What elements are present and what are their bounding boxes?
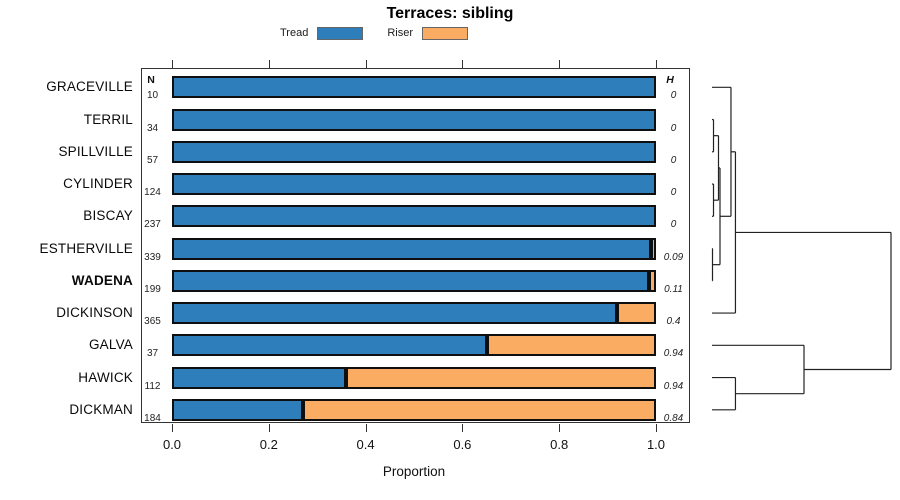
n-column-header: N [147, 74, 155, 86]
h-column-header: H [666, 74, 674, 86]
bar-segment-tread [172, 269, 649, 292]
n-value: 124 [144, 187, 161, 199]
n-value: 237 [144, 219, 161, 231]
bar-segment-riser [346, 366, 656, 389]
bar-segment-riser [649, 269, 656, 292]
h-value: 0 [670, 122, 677, 134]
x-axis-label: Proportion [382, 464, 446, 479]
bar-segment-tread [172, 140, 656, 163]
h-value: 0.11 [664, 283, 683, 295]
legend-label-riser: Riser [387, 27, 413, 39]
axis-tick-label: 1.0 [646, 437, 666, 452]
bar-segment-tread [172, 205, 656, 228]
axis-tick [365, 60, 367, 68]
n-value: 365 [144, 316, 161, 328]
row-label: GALVA [88, 337, 133, 353]
h-value: 0 [670, 219, 677, 231]
bar-segment-riser [651, 237, 656, 260]
axis-tick-label: 0.8 [550, 437, 569, 452]
row-label: WADENA [71, 272, 133, 288]
n-value: 184 [144, 412, 161, 424]
bar-segment-riser [617, 302, 656, 325]
n-value: 37 [146, 348, 159, 360]
axis-tick [559, 424, 561, 432]
n-value: 57 [146, 154, 159, 166]
row-label: DICKINSON [56, 305, 133, 321]
n-value: 112 [144, 380, 161, 392]
row-label: BISCAY [83, 208, 133, 224]
h-value: 0 [670, 90, 677, 102]
n-value: 199 [144, 283, 161, 295]
h-value: 0 [670, 187, 677, 199]
bar-segment-tread [172, 334, 487, 357]
axis-tick [656, 60, 657, 68]
axis-tick [656, 424, 657, 432]
n-value: 10 [146, 90, 159, 102]
legend-label-tread: Tread [280, 27, 309, 39]
axis-tick [172, 60, 173, 68]
axis-tick-label: 0.2 [259, 437, 278, 452]
chart-title: Terraces: sibling [386, 5, 514, 22]
bar-segment-tread [172, 173, 656, 196]
h-value: 0.94 [663, 380, 684, 392]
row-label: CYLINDER [63, 176, 133, 192]
bar-segment-tread [172, 366, 346, 389]
row-label: HAWICK [78, 369, 133, 385]
axis-tick [268, 424, 270, 432]
h-value: 0.84 [663, 412, 684, 424]
bar-segment-tread [172, 76, 656, 99]
n-value: 34 [146, 122, 159, 134]
legend-swatch-tread [317, 26, 364, 40]
h-value: 0 [670, 154, 677, 166]
bar-segment-tread [172, 302, 617, 325]
legend: Tread Riser [280, 26, 468, 40]
row-label: DICKMAN [69, 401, 133, 417]
axis-tick [172, 424, 173, 432]
plot-frame [141, 68, 690, 423]
axis-tick [365, 424, 367, 432]
axis-tick-label: 0.4 [356, 437, 375, 452]
row-label: SPILLVILLE [58, 143, 133, 159]
axis-tick-label: 0.6 [453, 437, 472, 452]
h-value: 0.94 [663, 348, 684, 360]
axis-tick [559, 60, 561, 68]
n-value: 339 [144, 251, 161, 263]
axis-tick [462, 60, 464, 68]
legend-swatch-riser [422, 26, 468, 40]
axis-tick [462, 424, 464, 432]
row-label: GRACEVILLE [46, 79, 133, 95]
row-label: TERRIL [83, 111, 133, 127]
h-value: 0.4 [666, 316, 681, 328]
axis-tick-label: 0.0 [162, 437, 182, 452]
axis-tick [268, 60, 270, 68]
h-value: 0.09 [663, 251, 684, 263]
bar-segment-tread [172, 108, 656, 131]
row-label: ESTHERVILLE [39, 240, 133, 256]
bar-segment-tread [172, 237, 651, 260]
bar-segment-riser [487, 334, 656, 357]
bar-segment-tread [172, 398, 303, 421]
bar-segment-riser [303, 398, 656, 421]
